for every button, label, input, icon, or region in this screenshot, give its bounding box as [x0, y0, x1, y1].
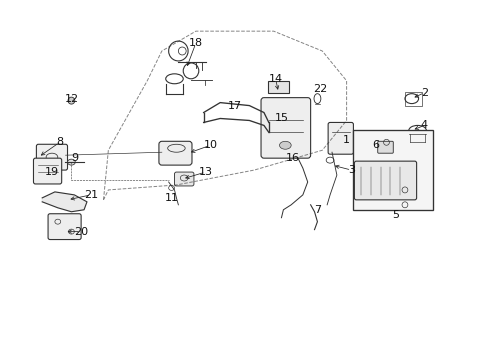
Polygon shape [42, 192, 87, 212]
Text: 20: 20 [74, 226, 88, 237]
Text: 4: 4 [420, 121, 427, 130]
Text: 13: 13 [198, 167, 212, 177]
FancyBboxPatch shape [36, 144, 67, 170]
Text: 14: 14 [268, 74, 282, 84]
Text: 19: 19 [45, 167, 59, 177]
Text: 6: 6 [371, 140, 379, 150]
Text: 2: 2 [420, 88, 427, 98]
FancyBboxPatch shape [261, 98, 310, 158]
Ellipse shape [279, 141, 290, 149]
FancyBboxPatch shape [354, 161, 416, 200]
FancyBboxPatch shape [48, 214, 81, 239]
Text: 18: 18 [188, 38, 203, 48]
Text: 17: 17 [227, 100, 242, 111]
FancyBboxPatch shape [174, 172, 194, 186]
Text: 10: 10 [203, 140, 217, 150]
FancyBboxPatch shape [159, 141, 192, 165]
Text: 5: 5 [391, 210, 398, 220]
Ellipse shape [68, 97, 75, 104]
Text: 9: 9 [71, 153, 78, 163]
Text: 8: 8 [56, 137, 63, 147]
Text: 11: 11 [164, 193, 178, 203]
Text: 3: 3 [347, 165, 354, 175]
FancyBboxPatch shape [377, 141, 392, 153]
Bar [267, 81, 288, 93]
Text: 7: 7 [313, 205, 320, 215]
Bar [353, 130, 432, 210]
Text: 1: 1 [343, 135, 349, 145]
FancyBboxPatch shape [33, 158, 61, 184]
Text: 16: 16 [285, 153, 300, 163]
Text: 12: 12 [64, 94, 78, 104]
Text: 21: 21 [83, 190, 98, 200]
Text: 22: 22 [313, 84, 327, 94]
Text: 15: 15 [274, 113, 288, 123]
Ellipse shape [67, 159, 75, 165]
Bar [404, 92, 422, 105]
FancyBboxPatch shape [327, 122, 353, 154]
